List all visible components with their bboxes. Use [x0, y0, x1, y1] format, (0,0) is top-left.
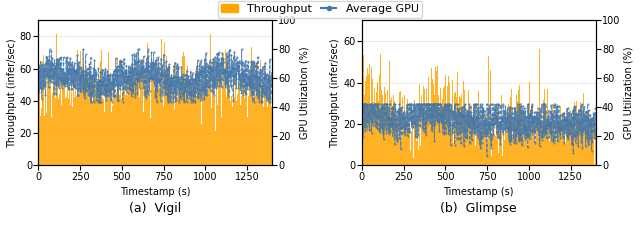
Y-axis label: GPU Utilization (%): GPU Utilization (%): [300, 46, 310, 139]
Title: (b)  Glimpse: (b) Glimpse: [440, 202, 517, 215]
Title: (a)  Vigil: (a) Vigil: [129, 202, 181, 215]
Y-axis label: Throughput (infer/sec): Throughput (infer/sec): [7, 38, 17, 148]
Y-axis label: Throughput (infer/sec): Throughput (infer/sec): [330, 38, 340, 148]
X-axis label: Timestamp (s): Timestamp (s): [120, 187, 191, 197]
Y-axis label: GPU Utilization (%): GPU Utilization (%): [623, 46, 633, 139]
X-axis label: Timestamp (s): Timestamp (s): [444, 187, 514, 197]
Legend: Throughput, Average GPU: Throughput, Average GPU: [218, 1, 422, 17]
